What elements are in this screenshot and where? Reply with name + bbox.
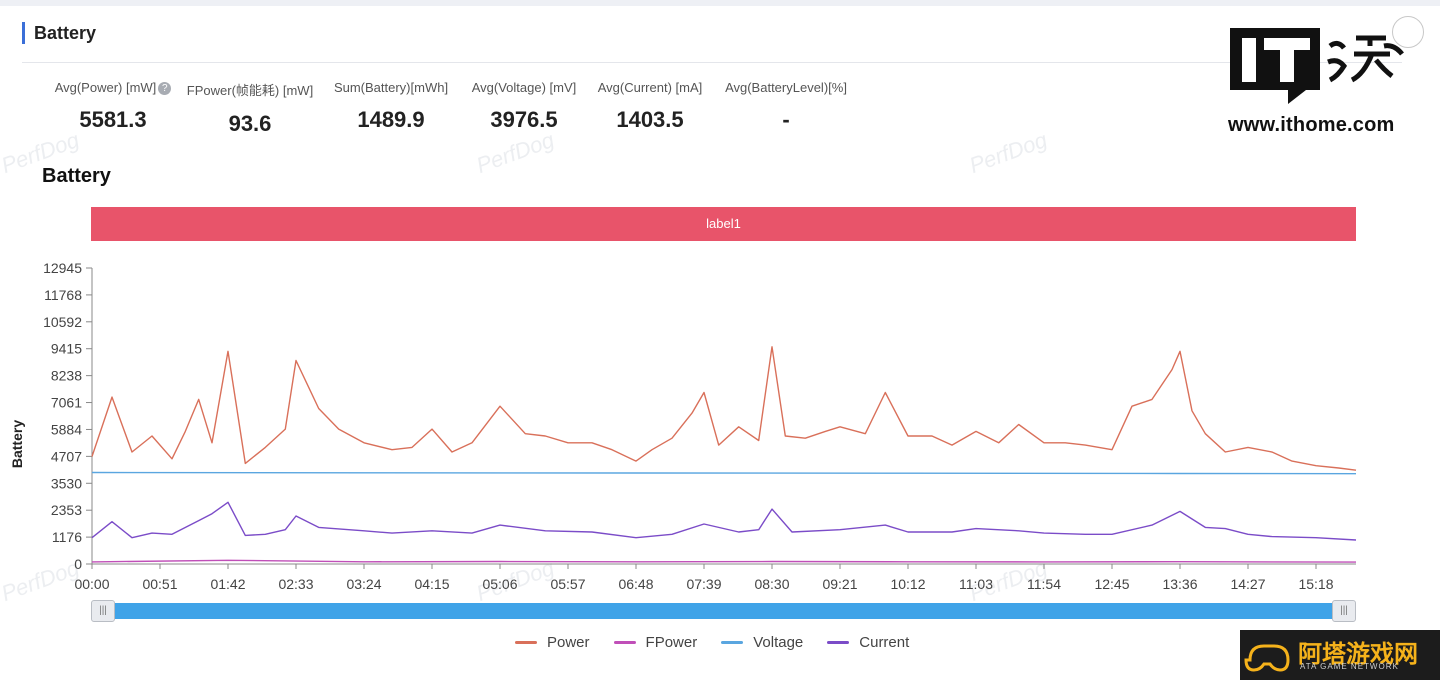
x-tick-label: 06:48 (618, 576, 653, 592)
series-line-voltage (91, 471, 1357, 475)
x-tick-label: 07:39 (686, 576, 721, 592)
x-tick-label: 14:27 (1230, 576, 1265, 592)
metric-label: FPower(帧能耗) [mW] (186, 83, 314, 98)
legend-item-current[interactable]: Current (827, 634, 909, 651)
x-tick-label: 04:15 (414, 576, 449, 592)
y-tick-label: 10592 (43, 314, 82, 330)
legend-label: FPower (645, 633, 698, 651)
metric-avg-battery-level: Avg(BatteryLevel)[%] - (720, 80, 852, 133)
legend-swatch (827, 640, 850, 644)
ata-badge (1240, 630, 1440, 680)
metric-avg-voltage: Avg(Voltage) [mV] 3976.5 (460, 80, 588, 133)
logo-url: www.ithome.com (1228, 114, 1395, 136)
y-tick-label: 9415 (51, 341, 82, 357)
divider (22, 62, 1402, 63)
x-tick-label: 03:24 (346, 576, 381, 592)
y-tick-label: 12945 (43, 260, 82, 276)
y-tick-label: 4707 (51, 448, 82, 464)
x-tick-label: 13:36 (1162, 576, 1197, 592)
y-tick-label: 5884 (51, 421, 82, 437)
gamepad-icon (1244, 644, 1290, 672)
metric-fpower: FPower(帧能耗) [mW] 93.6 (186, 80, 314, 137)
metric-label: Avg(Power) [mW]? (48, 80, 178, 96)
x-tick-label: 00:00 (74, 576, 109, 592)
metric-label: Avg(BatteryLevel)[%] (725, 80, 847, 95)
y-tick-label: 2353 (51, 502, 82, 518)
label-band[interactable]: label1 (91, 207, 1356, 241)
section-accent-bar (22, 22, 25, 44)
metric-value: - (782, 107, 790, 132)
zoom-slider-track[interactable] (91, 603, 1356, 619)
legend-label: Voltage (753, 633, 804, 651)
x-tick-label: 05:57 (550, 576, 585, 592)
chart-legend: Power FPower Voltage Current (515, 632, 933, 652)
ata-subtitle: ATA GAME NETWORK (1300, 662, 1399, 671)
metric-value: 1489.9 (357, 107, 425, 132)
x-tick-label: 01:42 (210, 576, 245, 592)
metric-value: 1403.5 (616, 107, 684, 132)
section-title: Battery (34, 22, 97, 43)
metric-value: 93.6 (228, 111, 272, 136)
x-tick-label: 10:12 (890, 576, 925, 592)
metric-label: Avg(Current) [mA] (597, 80, 703, 95)
zoom-slider[interactable]: ||| ||| (91, 600, 1356, 622)
metric-avg-current: Avg(Current) [mA] 1403.5 (586, 80, 714, 133)
x-tick-label: 11:03 (959, 576, 993, 592)
y-tick-label: 3530 (51, 475, 82, 491)
metric-value: 5581.3 (79, 107, 147, 133)
legend-label: Current (859, 633, 910, 651)
x-tick-label: 02:33 (278, 576, 313, 592)
y-tick-label: 8238 (51, 368, 82, 384)
metric-avg-power: Avg(Power) [mW]? 5581.3 (48, 80, 178, 133)
x-tick-label: 12:45 (1094, 576, 1129, 592)
top-strip (0, 0, 1440, 6)
series-line-current (91, 501, 1357, 541)
legend-item-fpower[interactable]: FPower (613, 633, 698, 651)
metric-label: Sum(Battery)[mWh] (333, 80, 449, 95)
ata-title: 阿塔游戏网 (1298, 641, 1418, 668)
y-tick-label: 0 (74, 556, 82, 572)
x-tick-label: 11:54 (1027, 576, 1061, 592)
help-icon[interactable]: ? (158, 82, 172, 96)
series-line-power (91, 346, 1357, 471)
y-axis-label: Battery (9, 420, 25, 468)
zoom-slider-left-handle[interactable]: ||| (91, 600, 115, 622)
y-tick-label: 11768 (44, 287, 82, 303)
legend-item-power[interactable]: Power (515, 634, 590, 651)
ithome-logo (1230, 28, 1404, 104)
metric-value: 3976.5 (490, 107, 558, 132)
chart-title: Battery (42, 165, 111, 187)
legend-swatch (515, 640, 537, 644)
zoom-slider-right-handle[interactable]: ||| (1332, 600, 1356, 622)
y-tick-label: 1176 (52, 529, 82, 545)
x-tick-label: 08:30 (754, 576, 789, 592)
metric-sum-battery: Sum(Battery)[mWh] 1489.9 (327, 80, 455, 133)
y-tick-label: 7061 (51, 395, 82, 411)
series-line-fpower (91, 559, 1357, 563)
legend-label: Power (547, 633, 590, 651)
x-tick-label: 09:21 (822, 576, 857, 592)
legend-swatch (613, 640, 636, 644)
metric-label: Avg(Voltage) [mV] (471, 80, 577, 95)
x-tick-label: 00:51 (142, 576, 177, 592)
x-tick-label: 15:18 (1298, 576, 1333, 592)
close-icon[interactable] (1392, 16, 1424, 48)
legend-swatch (721, 640, 744, 644)
x-tick-label: 05:06 (482, 576, 517, 592)
legend-item-voltage[interactable]: Voltage (721, 634, 803, 651)
section-header: Battery (22, 20, 96, 46)
